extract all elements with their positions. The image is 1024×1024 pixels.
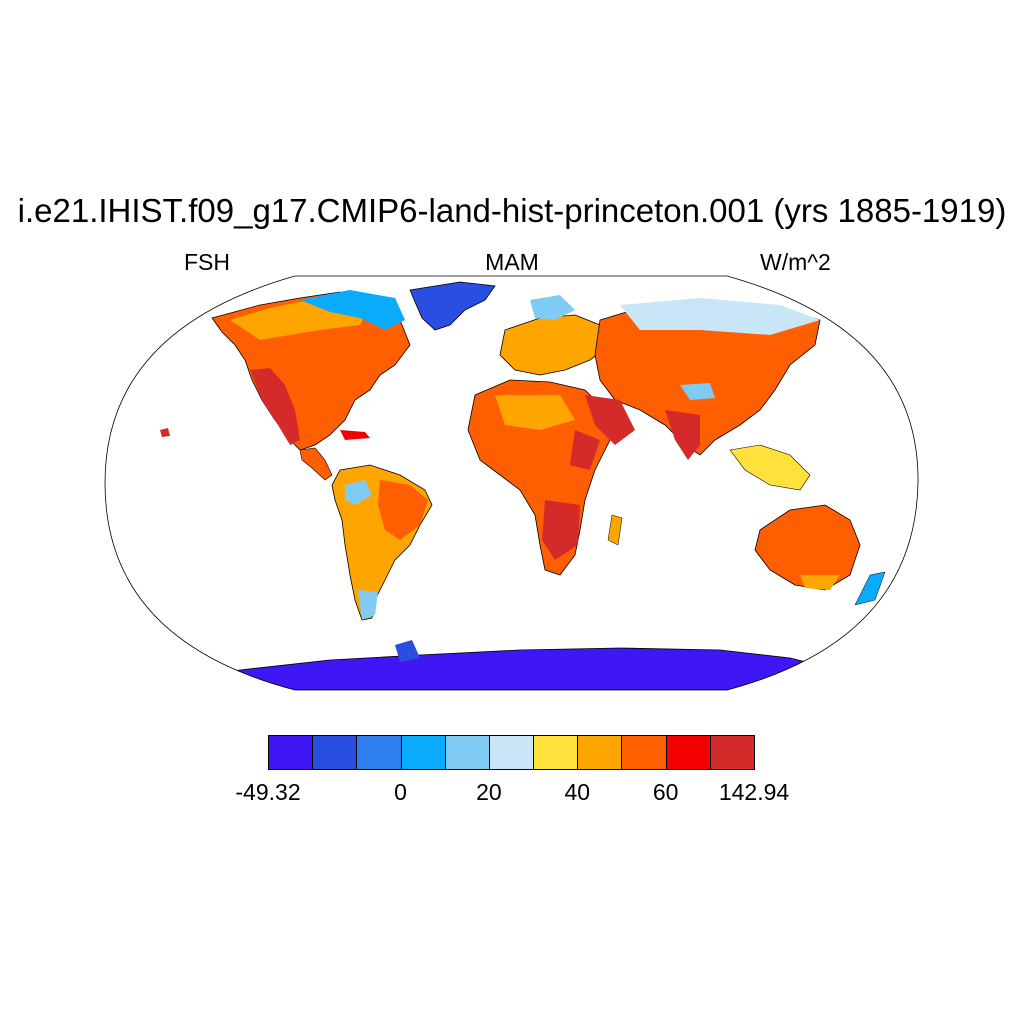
caribbean-islands xyxy=(340,430,370,440)
siberia xyxy=(620,298,820,335)
units-label: W/m^2 xyxy=(760,249,831,275)
small-island xyxy=(160,428,170,437)
plot-title: i.e21.IHIST.f09_g17.CMIP6-land-hist-prin… xyxy=(17,192,1007,229)
colorbar-swatch xyxy=(621,735,667,770)
colorbar-swatch xyxy=(312,735,358,770)
madagascar xyxy=(607,514,623,546)
colorbar-swatch xyxy=(268,735,314,770)
colorbar-swatch xyxy=(488,735,535,770)
colorbar-swatch xyxy=(577,735,623,770)
southern-africa-hot xyxy=(542,500,580,560)
new-zealand xyxy=(854,571,886,606)
colorbar-label: 20 xyxy=(476,779,502,805)
europe-land xyxy=(499,314,611,376)
colorbar-label: 60 xyxy=(652,779,679,805)
variable-label: FSH xyxy=(184,249,230,275)
tibet-cool xyxy=(680,383,715,400)
sahara-patch xyxy=(495,395,575,430)
south-america-east xyxy=(378,480,428,540)
greenland xyxy=(409,281,496,331)
colorbar-swatch xyxy=(444,735,490,770)
scandinavia xyxy=(530,295,575,320)
colorbar-swatch xyxy=(400,735,446,770)
arabia-hot xyxy=(585,395,635,445)
colorbar-label: -49.32 xyxy=(235,779,301,805)
southeast-asia xyxy=(729,444,811,491)
india-hot xyxy=(665,410,700,460)
australia-south-cool xyxy=(800,575,840,590)
colorbar-swatch xyxy=(356,735,402,770)
map-outline xyxy=(104,275,919,691)
antarctic-peninsula xyxy=(395,640,420,662)
antarctica xyxy=(105,647,919,690)
season-label: MAM xyxy=(485,249,539,275)
north-america-west-hot xyxy=(250,368,300,445)
australia-land xyxy=(754,504,861,591)
canada-arctic xyxy=(300,290,405,330)
colorbar-swatch xyxy=(533,735,579,770)
amazon-patch xyxy=(345,480,372,505)
colorbar-label: 40 xyxy=(564,779,591,805)
east-africa-hot xyxy=(570,430,600,470)
colorbar-swatch xyxy=(709,735,755,770)
central-america-land xyxy=(299,447,333,481)
patagonia xyxy=(358,590,378,620)
colorbar-label: 0 xyxy=(394,779,407,805)
colorbar-label: 142.94 xyxy=(718,779,790,805)
colorbar-swatch xyxy=(665,735,711,770)
